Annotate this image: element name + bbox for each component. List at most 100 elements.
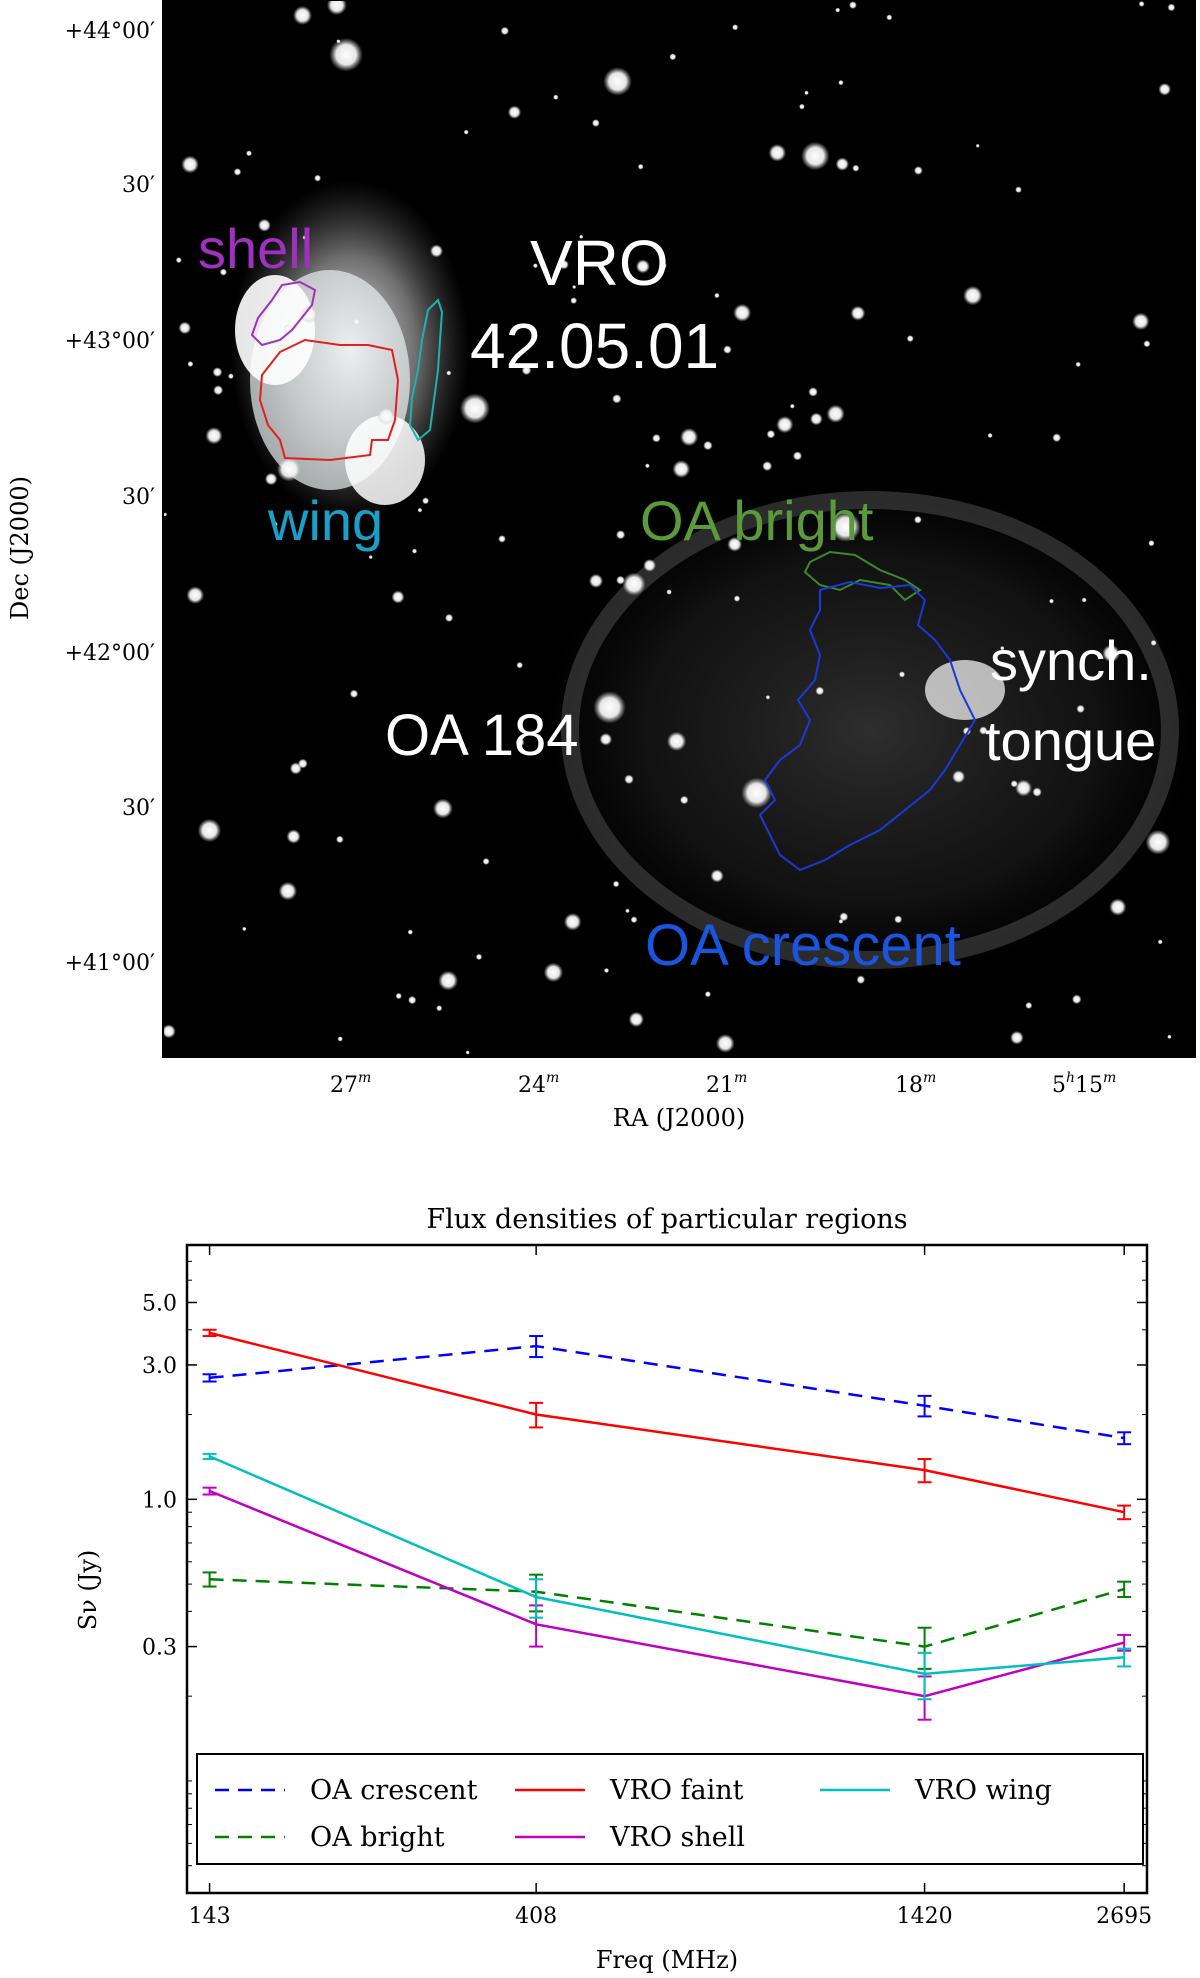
error-bar [917, 1394, 932, 1418]
point-source [459, 393, 490, 424]
point-source [1000, 646, 1005, 651]
point-source [1052, 433, 1062, 443]
point-source [914, 515, 922, 524]
point-source [849, 1, 857, 9]
oa184-rim [561, 491, 1179, 969]
point-source [445, 613, 454, 623]
point-source [703, 440, 713, 451]
point-source [1075, 361, 1081, 368]
error-bar [917, 1458, 932, 1484]
error-bar [917, 1651, 932, 1701]
point-source [603, 67, 632, 96]
vro-shell-bright [235, 275, 315, 385]
point-source [643, 559, 656, 572]
point-source [175, 257, 182, 264]
point-source [603, 967, 610, 974]
point-source [465, 1050, 470, 1055]
legend-label: OA bright [310, 1822, 445, 1853]
flux-chart: Flux densities of particular regions 5.0… [74, 1204, 1152, 1974]
label-synch-line1: synch. [990, 629, 1152, 692]
point-source [178, 321, 192, 335]
point-source [219, 268, 227, 276]
point-source [792, 451, 803, 461]
point-source [637, 163, 644, 170]
oa-crescent-region-contour [758, 580, 977, 872]
point-source [714, 292, 720, 299]
point-source [521, 365, 532, 376]
point-source [766, 429, 776, 439]
series-lines [209, 1331, 1125, 1698]
point-source [463, 129, 469, 135]
point-source [987, 432, 993, 439]
point-source [212, 367, 223, 377]
point-source [616, 530, 626, 540]
series-line-vro-shell [209, 1489, 1125, 1698]
point-source [1025, 1002, 1033, 1009]
point-source [963, 285, 983, 306]
label-shell: shell [198, 217, 313, 280]
point-source [446, 370, 452, 376]
point-source [886, 14, 893, 21]
point-source [835, 7, 841, 13]
legend-label: VRO shell [609, 1822, 745, 1853]
x-tick-label: 408 [515, 1904, 557, 1929]
point-source [808, 387, 818, 397]
point-source [559, 259, 569, 270]
point-source [799, 103, 805, 110]
point-source [979, 726, 988, 735]
point-source [436, 1005, 443, 1012]
point-source [277, 344, 284, 351]
point-source [723, 345, 732, 354]
point-source [710, 869, 724, 883]
legend-entry: OA crescent [215, 1775, 478, 1806]
point-source [630, 916, 638, 924]
point-source [672, 460, 691, 478]
point-source [762, 461, 773, 472]
point-source [297, 758, 308, 769]
series-line-vro-faint [209, 1331, 1125, 1514]
point-source [1157, 939, 1163, 945]
legend-label: OA crescent [310, 1775, 478, 1806]
point-source [286, 829, 301, 844]
point-source [278, 881, 297, 901]
point-source [543, 962, 564, 983]
point-source [1076, 704, 1085, 714]
point-source [1102, 644, 1120, 663]
point-source [475, 953, 483, 961]
point-source [1071, 994, 1082, 1005]
point-source [852, 164, 860, 172]
error-bar [1117, 1580, 1132, 1598]
point-source [1138, 1, 1145, 7]
point-source [666, 731, 687, 751]
point-source [616, 575, 625, 585]
point-source [733, 303, 752, 322]
point-source [572, 285, 577, 289]
dec-axis: +44°00′ 30′ +43°00′ 30′ +42°00′ 30′ +41°… [65, 19, 155, 976]
ra-tick-label: 5h15m [1052, 1070, 1116, 1098]
point-source [704, 991, 712, 998]
dec-tick-label: 30′ [122, 796, 155, 821]
legend-entry: VRO faint [515, 1775, 744, 1806]
point-source [838, 79, 844, 86]
point-source [952, 770, 966, 784]
point-source [1167, 1034, 1172, 1040]
point-source [765, 695, 771, 700]
point-source [336, 39, 341, 44]
error-bar [202, 1452, 217, 1461]
sky-emission [163, 0, 1195, 1055]
sky-frame [162, 0, 1196, 1058]
y-tick-label: 1.0 [142, 1488, 177, 1513]
point-source [579, 234, 584, 239]
point-source [588, 573, 604, 589]
label-vro-line1: VRO [530, 227, 669, 299]
point-source [246, 150, 252, 157]
point-source [516, 661, 523, 669]
point-source [163, 512, 168, 517]
point-source [826, 404, 845, 423]
label-oa-bright: OA bright [640, 489, 874, 552]
point-source [835, 157, 849, 171]
point-source [913, 166, 923, 175]
series-line-vro-wing [209, 1455, 1125, 1676]
x-tick-label: 1420 [897, 1904, 953, 1929]
point-source [830, 511, 861, 542]
